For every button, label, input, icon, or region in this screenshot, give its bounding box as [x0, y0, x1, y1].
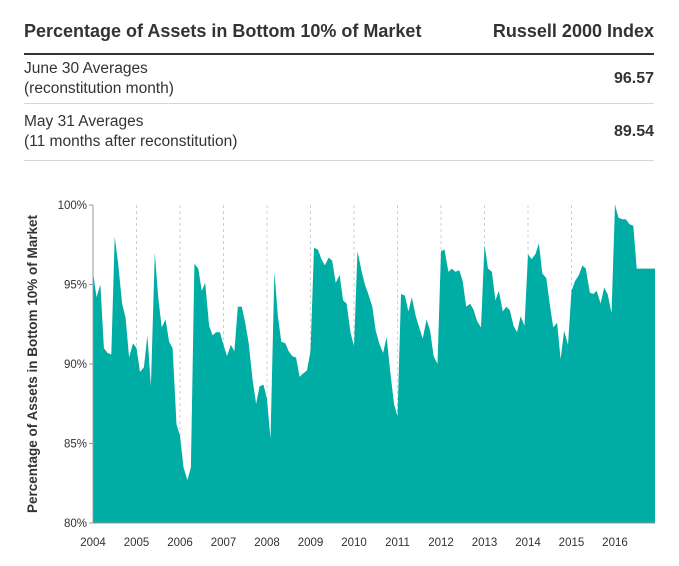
- row-label: June 30 Averages (reconstitution month): [24, 59, 174, 99]
- x-tick-label: 2004: [80, 537, 106, 549]
- x-tick-label: 2012: [428, 537, 454, 549]
- x-tick-label: 2007: [211, 537, 237, 549]
- x-tick-label: 2013: [472, 537, 498, 549]
- x-tick-label: 2009: [298, 537, 324, 549]
- y-tick-label: 85%: [64, 439, 87, 451]
- row-label-line2: (11 months after reconstitution): [24, 133, 238, 150]
- x-tick-label: 2010: [341, 537, 367, 549]
- area-series: [93, 205, 655, 523]
- x-tick-label: 2006: [167, 537, 193, 549]
- y-tick-label: 100%: [58, 200, 87, 212]
- y-axis-label: Percentage of Assets in Bottom 10% of Ma…: [25, 214, 40, 513]
- table-header: Percentage of Assets in Bottom 10% of Ma…: [24, 10, 654, 55]
- row-label: May 31 Averages (11 months after reconst…: [24, 112, 237, 152]
- x-tick-label: 2016: [602, 537, 628, 549]
- axes: [89, 204, 655, 524]
- y-tick-label: 95%: [64, 280, 87, 292]
- area-series-fill: [93, 205, 655, 523]
- summary-table: Percentage of Assets in Bottom 10% of Ma…: [24, 10, 654, 161]
- table-row: June 30 Averages (reconstitution month) …: [24, 55, 654, 104]
- x-tick-label: 2014: [515, 537, 541, 549]
- header-right: Russell 2000 Index: [492, 21, 654, 41]
- y-tick-label: 80%: [64, 518, 87, 530]
- x-tick-labels: 2004 2005 2006 2007 2008 2009 2010 2011 2012 2013…: [80, 537, 628, 549]
- x-tick-label: 2015: [559, 537, 585, 549]
- y-tick-labels: 80% 85% 90% 95% 100%: [58, 200, 87, 530]
- table-row: May 31 Averages (11 months after reconst…: [24, 104, 654, 161]
- x-tick-label: 2011: [385, 537, 410, 549]
- area-chart: 80%85%90%95%100% 2004 2005 2006 2007 2008 200…: [25, 200, 655, 549]
- x-tick-label: 2005: [124, 537, 150, 549]
- row-label-line1: June 30 Averages: [24, 60, 148, 77]
- row-value: 89.54: [613, 123, 654, 140]
- row-value: 96.57: [613, 70, 654, 87]
- y-tick-label: 90%: [64, 359, 87, 371]
- x-tick-label: 2008: [254, 537, 280, 549]
- row-label-line1: May 31 Averages: [24, 113, 144, 130]
- header-left: Percentage of Assets in Bottom 10% of Ma…: [24, 21, 422, 41]
- row-label-line2: (reconstitution month): [24, 80, 174, 97]
